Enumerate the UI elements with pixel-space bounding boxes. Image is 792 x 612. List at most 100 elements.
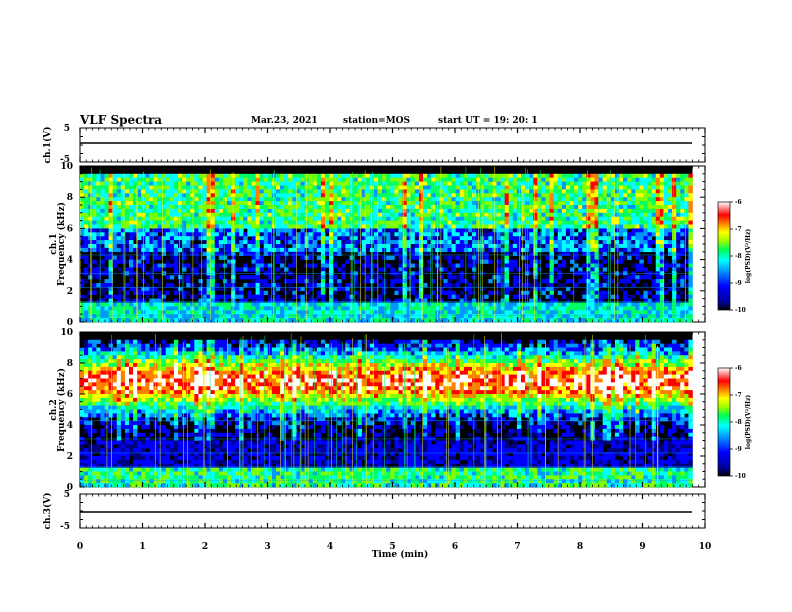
spectrogram-cell	[255, 177, 260, 182]
spectrogram-cell	[676, 302, 681, 307]
spectrogram-cell	[353, 298, 358, 303]
spectrogram-cell	[467, 177, 473, 182]
spectrogram-cell	[186, 290, 191, 295]
spectrogram-cell	[129, 263, 134, 268]
spectrogram-cell	[410, 177, 416, 182]
spectrogram-cell	[414, 302, 420, 307]
spectrogram-cell	[145, 240, 150, 245]
spectrogram-cell	[161, 290, 167, 295]
spectrogram-cell	[619, 216, 624, 221]
spectrogram-cell	[459, 177, 465, 182]
spectrogram-cell	[227, 189, 232, 194]
spectrogram-cell	[521, 193, 526, 198]
spectrogram-cell	[173, 236, 179, 241]
spectrogram-cell	[394, 310, 399, 315]
spectrogram-cell	[206, 290, 211, 295]
spectrogram-cell	[161, 294, 167, 299]
spectrogram-cell	[361, 177, 367, 182]
spectrogram-cell	[467, 240, 473, 245]
spectrogram-cell	[194, 205, 199, 210]
spectrogram-cell	[145, 283, 150, 288]
spectrogram-cell	[553, 314, 559, 319]
spectrogram-cell	[255, 244, 260, 249]
spectrogram-cell	[631, 189, 636, 194]
spectrogram-cell	[190, 302, 195, 307]
spectrogram-cell	[329, 283, 334, 288]
spectrogram-cell	[390, 197, 395, 202]
spectrogram-cell	[561, 283, 567, 288]
spectrogram-cell	[598, 251, 603, 256]
spectrogram-cell	[353, 318, 358, 323]
spectrogram-cell	[206, 279, 211, 284]
spectrogram-cell	[676, 251, 681, 256]
spectrogram-cell	[337, 216, 342, 221]
spectrogram-cell	[374, 310, 379, 315]
spectrogram-cell	[369, 197, 375, 202]
spectrogram-cell	[182, 306, 187, 311]
spectrogram-cell	[165, 177, 171, 182]
spectrogram-cell	[165, 302, 171, 307]
spectrogram-cell	[623, 220, 628, 225]
spectrogram-cell	[222, 220, 228, 225]
spectrogram-cell	[165, 208, 171, 214]
spectrogram-cell	[80, 177, 85, 182]
spectrogram-cell	[402, 247, 407, 253]
spectrogram-cell	[659, 236, 665, 241]
spectrogram-cell	[390, 283, 395, 288]
spectrogram-cell	[614, 208, 620, 214]
spectrogram-cell	[227, 310, 232, 315]
spectrogram-cell	[431, 314, 436, 319]
spectrogram-cell	[239, 302, 244, 307]
spectrogram-cell	[300, 189, 305, 194]
spectrogram-cell	[508, 177, 514, 182]
spectrogram-cell	[178, 275, 183, 280]
spectrogram-cell	[631, 173, 636, 178]
spectrogram-cell	[443, 310, 448, 315]
spectrogram-cell	[161, 193, 167, 198]
spectrogram-cell	[565, 181, 571, 186]
spectrogram-cell	[663, 298, 669, 303]
spectrogram-cell	[655, 298, 661, 303]
spectrogram-cell	[565, 173, 571, 178]
spectrogram-cell	[488, 279, 493, 284]
spectrogram-cell	[296, 197, 301, 202]
spectrogram-cell	[153, 244, 158, 249]
spectrogram-cell	[545, 177, 550, 182]
spectrogram-cell	[602, 173, 608, 178]
spectrogram-cell	[239, 205, 244, 210]
spectrogram-cell	[222, 197, 228, 202]
spectrogram-cell	[570, 306, 575, 311]
spectrogram-cell	[663, 208, 669, 214]
spectrogram-cell	[341, 318, 346, 323]
spectrogram-cell	[80, 189, 85, 194]
spectrogram-cell	[345, 177, 350, 182]
spectrogram-cell	[80, 463, 85, 468]
spectrogram-cell	[276, 275, 281, 280]
spectrogram-cell	[308, 283, 314, 288]
spectrogram-cell	[178, 302, 183, 307]
spectrogram-cell	[124, 247, 130, 253]
spectrogram-cell	[365, 310, 371, 315]
spectrogram-cell	[157, 306, 162, 311]
spectrogram-cell	[349, 298, 354, 303]
spectrogram-cell	[406, 173, 412, 178]
spectrogram-cell	[529, 177, 534, 182]
spectrogram-cell	[202, 201, 207, 206]
spectrogram-cell	[349, 314, 354, 319]
spectrogram-cell	[80, 386, 85, 391]
spectrogram-cell	[447, 193, 452, 198]
spectrogram-cell	[427, 240, 432, 245]
spectrogram-cell	[455, 177, 461, 182]
spectrogram-cell	[145, 208, 150, 214]
spectrogram-cell	[655, 220, 661, 225]
spectrogram-cell	[369, 318, 375, 323]
spectrogram-cell	[353, 310, 358, 315]
spectrogram-cell	[80, 283, 85, 288]
spectrogram-cell	[447, 197, 452, 202]
spectrogram-cell	[382, 193, 387, 198]
spectrogram-cell	[316, 306, 322, 311]
spectrogram-cell	[100, 251, 105, 256]
spectrogram-cell	[394, 314, 399, 319]
spectrogram-cell	[137, 193, 142, 198]
spectrogram-cell	[610, 193, 616, 198]
